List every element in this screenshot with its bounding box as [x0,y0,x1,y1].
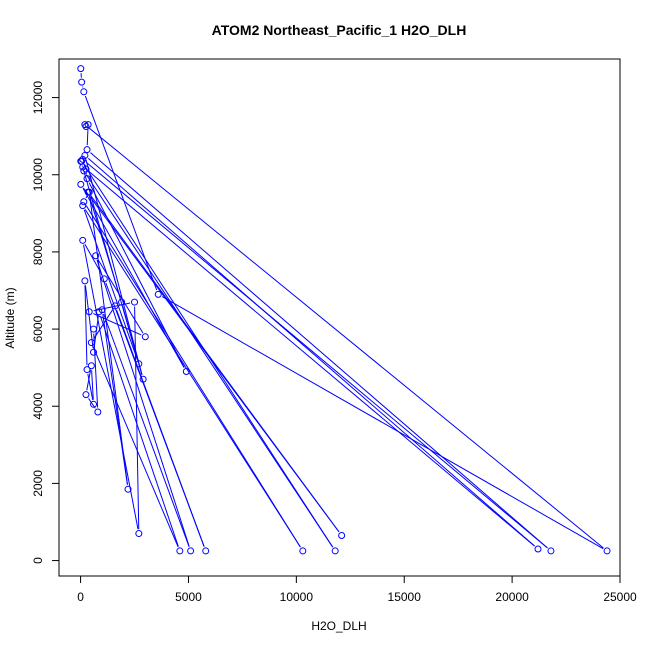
series-segment [84,244,103,276]
data-point [83,366,91,374]
series-segment [85,195,88,199]
series-segment [91,370,94,400]
plot-frame [58,58,621,577]
series-segment [93,333,99,408]
data-point [202,547,210,555]
series-segment [85,161,548,549]
data-point [77,180,85,188]
series-segment [86,370,92,391]
data-point [95,308,103,316]
series-segment [96,259,190,547]
chart-title: ATOM2 Northeast_Pacific_1 H2O_DLH [212,22,467,38]
data-point [182,368,190,376]
data-point [80,88,88,96]
x-tick-label: 20000 [495,590,529,604]
data-point [118,298,126,306]
data-point [80,167,88,175]
data-point [92,252,100,260]
data-point [131,298,139,306]
y-axis: 0 2000 4000 6000 8000 10000 12000 [31,81,60,564]
y-tick-label: 2000 [31,470,45,497]
series-segment [93,313,142,336]
data-point [84,121,92,129]
x-axis-label: H2O_DLH [311,619,366,633]
data-point [81,277,89,285]
data-point [83,175,91,183]
series-segment [86,129,89,146]
data-point [154,290,162,298]
data-point [83,146,91,154]
data-point [79,202,87,210]
data-point [85,188,93,196]
data-point [124,485,132,493]
series-segment [99,315,179,547]
data-point [534,545,542,553]
data-point [100,275,108,283]
series-lines [80,73,604,550]
data-point [603,547,611,555]
data-point [80,198,88,206]
x-tick-label: 10000 [280,590,314,604]
data-point [176,547,184,555]
series-segment [84,209,301,548]
x-tick-label: 5000 [175,590,202,604]
data-point [111,302,119,310]
data-point [90,400,98,408]
x-tick-label: 25000 [603,590,637,604]
series-segment [84,285,94,348]
data-point [331,547,339,555]
series-segment [83,244,139,530]
series-segment [83,209,138,360]
data-point [141,333,149,341]
series-segment [161,296,604,550]
y-tick-label: 4000 [31,393,45,420]
y-tick-label: 6000 [31,315,45,342]
data-point [187,547,195,555]
data-point [82,123,90,131]
series-segment [103,313,190,547]
data-point [81,151,89,159]
series-segment [88,398,96,409]
data-point [82,391,90,399]
data-point [139,375,147,383]
series-segment [88,127,604,549]
data-point [82,165,90,173]
series-segment [116,309,205,547]
data-point [135,360,143,368]
data-point [135,530,143,538]
series-segment [89,171,535,547]
series-segment [92,346,179,547]
data-point [94,408,102,416]
data-point [79,236,87,244]
data-point [87,362,95,370]
x-tick-label: 15000 [388,590,422,604]
data-point [87,339,95,347]
data-point [77,65,85,73]
series-segment [85,174,334,548]
x-axis: 0 5000 10000 15000 20000 25000 [77,575,637,604]
series-segment [97,259,144,334]
y-axis-label: Altitude (m) [3,287,17,348]
series-segment [88,196,121,298]
series-points [77,65,611,555]
y-tick-label: 0 [31,557,45,564]
data-point [90,325,98,333]
y-tick-label: 8000 [31,238,45,265]
y-tick-label: 10000 [31,158,45,192]
series-segment [85,205,301,548]
y-tick-label: 12000 [31,81,45,115]
series-segment [90,152,548,549]
data-point [90,348,98,356]
data-point [299,547,307,555]
series-segment [134,306,140,530]
series-segment [84,285,88,366]
data-point [338,531,346,539]
data-point [547,547,555,555]
data-point [85,308,93,316]
x-tick-label: 0 [77,590,84,604]
data-point [78,78,86,86]
series-segment [90,195,340,533]
series-segment [87,158,535,547]
